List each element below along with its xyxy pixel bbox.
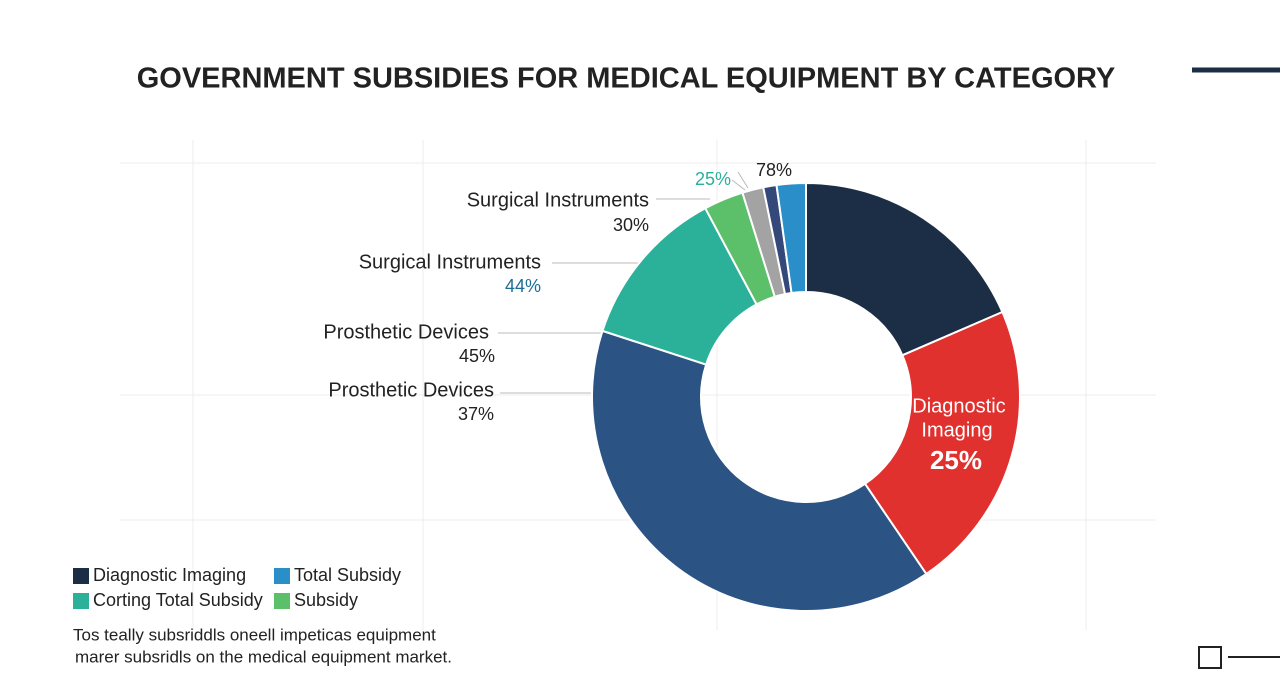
legend-label: Total Subsidy <box>294 565 401 585</box>
footnote: Tos teally subsriddls oneell impeticas e… <box>73 625 436 644</box>
donut-slice <box>775 181 807 295</box>
annotation: 45% <box>459 346 495 366</box>
annotation: Prosthetic Devices <box>323 321 489 343</box>
legend-swatch <box>274 568 290 584</box>
leader-lines <box>498 171 749 394</box>
chart-title: GOVERNMENT SUBSIDIES FOR MEDICAL EQUIPME… <box>137 63 1116 95</box>
legend-label: Subsidy <box>294 590 358 610</box>
donut-slice <box>863 310 1021 576</box>
legend-swatch <box>73 568 89 584</box>
donut-slice <box>805 181 1004 357</box>
annotation: 44% <box>505 276 541 296</box>
annotation: Imaging <box>921 419 992 441</box>
annotation: 37% <box>458 404 494 424</box>
footnote: marer subsridls on the medical equipment… <box>75 647 452 666</box>
annotation: Diagnostic <box>912 395 1005 417</box>
annotation: 78% <box>756 160 792 180</box>
legend-label: Corting Total Subsidy <box>93 590 263 610</box>
donut-slice <box>591 329 928 612</box>
decor-square <box>1198 646 1222 669</box>
annotation: Surgical Instruments <box>467 189 649 211</box>
legend-label: Diagnostic Imaging <box>93 565 246 585</box>
annotation: 25% <box>695 169 731 189</box>
legend-swatch <box>73 593 89 609</box>
annotation: Prosthetic Devices <box>328 379 494 401</box>
legend-swatch <box>274 593 290 609</box>
annotation: Surgical Instruments <box>359 251 541 273</box>
annotation: 30% <box>613 215 649 235</box>
annotation: 25% <box>930 445 982 475</box>
